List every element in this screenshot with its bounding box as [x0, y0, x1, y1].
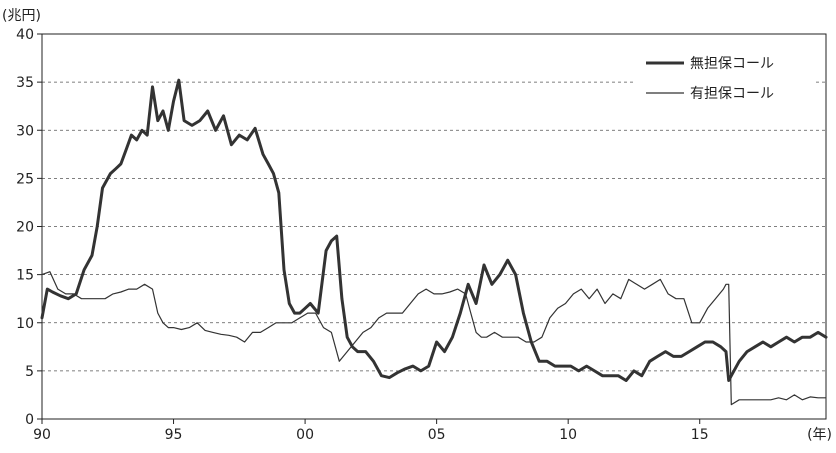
x-tick-label: 95 — [165, 427, 183, 443]
x-tick-label: 00 — [296, 427, 314, 443]
y-tick-label: 40 — [16, 27, 34, 43]
x-tick-label: 10 — [559, 427, 577, 443]
y-tick-label: 20 — [16, 220, 34, 236]
x-tick-label: 90 — [33, 427, 51, 443]
legend-background — [636, 48, 816, 106]
y-tick-label: 35 — [16, 75, 34, 91]
series-layer — [40, 78, 828, 406]
y-axis-ticks: 0 5 10 15 20 25 30 35 40 — [16, 27, 42, 428]
x-axis-ticks: 90 95 00 05 10 15 — [33, 419, 709, 443]
y-tick-label: 30 — [16, 123, 34, 139]
y-tick-label: 10 — [16, 316, 34, 332]
series-line-collateralized — [41, 271, 827, 406]
legend: 無担保コール 有担保コール — [636, 48, 816, 106]
y-tick-label: 0 — [25, 412, 34, 428]
y-tick-label: 25 — [16, 171, 34, 187]
legend-label-collateralized: 有担保コール — [690, 86, 774, 102]
legend-label-uncollateralized: 無担保コール — [690, 56, 774, 72]
x-tick-label: 15 — [691, 427, 709, 443]
y-tick-label: 5 — [25, 364, 34, 380]
grid-lines — [42, 81, 826, 372]
y-axis-unit-label: (兆円) — [2, 8, 41, 24]
y-tick-label: 15 — [16, 268, 34, 284]
x-tick-label: 05 — [428, 427, 446, 443]
x-axis-unit-label: (年) — [807, 427, 832, 443]
series-line-uncollateralized — [40, 78, 828, 382]
